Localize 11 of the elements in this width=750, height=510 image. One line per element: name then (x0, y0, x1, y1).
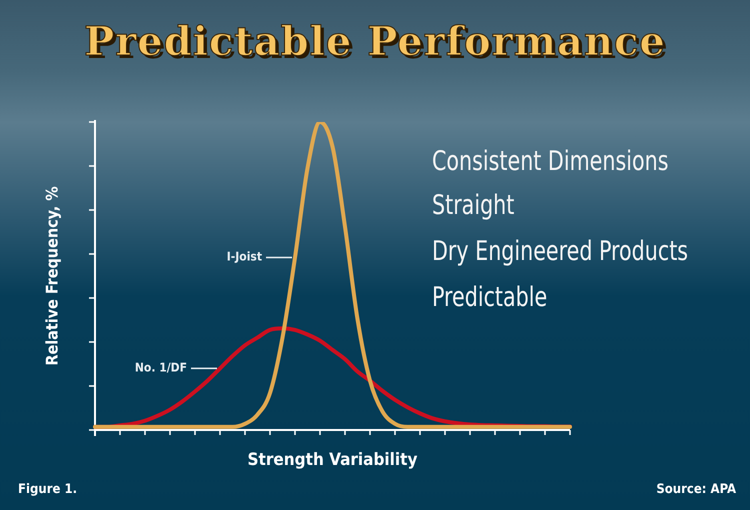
x-axis-title: Strength Variability (246, 450, 418, 470)
y-axis-title: Relative Frequency, % (42, 186, 62, 366)
caption: Figure 1. (18, 482, 78, 497)
source-note: Source: APA (656, 482, 736, 497)
annotation: Predictable (432, 282, 548, 313)
annotation: Straight (432, 190, 514, 221)
annotation: Dry Engineered Products (432, 236, 688, 267)
text: I-Joist (226, 250, 262, 264)
annotation: Consistent Dimensions (432, 146, 668, 177)
series-label: No. 1/DF (134, 360, 187, 375)
chart-title: Predictable Performance (83, 18, 667, 65)
